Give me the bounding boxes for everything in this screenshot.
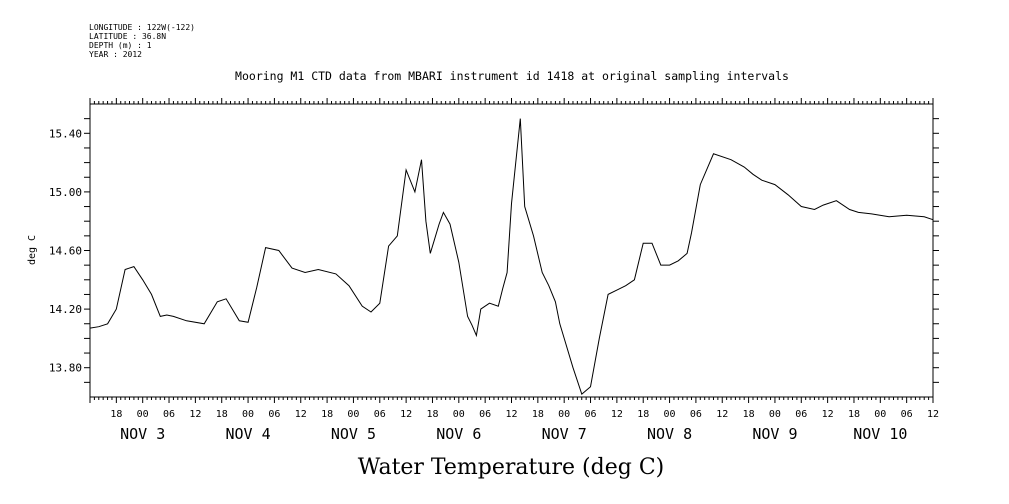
- hour-tick-label: 00: [242, 409, 254, 420]
- hour-tick-label: 18: [321, 409, 333, 420]
- hour-tick-label: 06: [690, 409, 702, 420]
- hour-tick-label: 18: [848, 409, 860, 420]
- plot-frame: [89, 103, 934, 398]
- hour-tick-label: 12: [611, 409, 623, 420]
- latitude-text: LATITUDE : 36.8N: [89, 32, 166, 41]
- axis-ticks: [84, 98, 939, 403]
- hour-tick-label: 12: [505, 409, 517, 420]
- day-tick-label: NOV 3: [120, 425, 165, 443]
- hour-tick-label: 06: [163, 409, 175, 420]
- y-tick-label: 14.20: [49, 303, 82, 316]
- day-tick-label: NOV 10: [853, 425, 907, 443]
- day-tick-label: NOV 4: [225, 425, 270, 443]
- year-text: YEAR : 2012: [89, 50, 142, 59]
- day-tick-label: NOV 9: [752, 425, 797, 443]
- day-tick-label: NOV 6: [436, 425, 481, 443]
- chart-title: Mooring M1 CTD data from MBARI instrumen…: [235, 69, 789, 83]
- axis-labels: 18 00 06 12 18 00 06 12 18 00 06 12 18 00 06 12 18 00 06 12…: [49, 127, 939, 443]
- hour-tick-label: 12: [927, 409, 939, 420]
- hour-tick-label: 06: [479, 409, 491, 420]
- hour-tick-label: 18: [743, 409, 755, 420]
- y-tick-label: 13.80: [49, 362, 82, 375]
- y-tick-label: 14.60: [49, 245, 82, 258]
- bottom-title: Water Temperature (deg C): [358, 455, 665, 480]
- y-tick-label: 15.40: [49, 127, 82, 140]
- hour-tick-label: 00: [347, 409, 359, 420]
- hour-tick-label: 00: [137, 409, 149, 420]
- hour-tick-label: 18: [216, 409, 228, 420]
- hour-tick-label: 12: [295, 409, 307, 420]
- hour-tick-label: 00: [664, 409, 676, 420]
- depth-text: DEPTH (m) : 1: [89, 41, 152, 50]
- hour-tick-label: 06: [901, 409, 913, 420]
- hour-tick-label: 00: [874, 409, 886, 420]
- hour-tick-label: 06: [795, 409, 807, 420]
- day-tick-label: NOV 8: [647, 425, 692, 443]
- hour-tick-label: 18: [532, 409, 544, 420]
- hour-tick-label: 00: [453, 409, 465, 420]
- hour-tick-label: 12: [400, 409, 412, 420]
- y-axis-label: deg C: [27, 235, 38, 265]
- day-tick-label: NOV 7: [542, 425, 587, 443]
- hour-tick-label: 00: [769, 409, 781, 420]
- hour-tick-label: 06: [585, 409, 597, 420]
- y-tick-label: 15.00: [49, 186, 82, 199]
- hour-tick-label: 18: [110, 409, 122, 420]
- hour-tick-label: 06: [268, 409, 280, 420]
- day-tick-label: NOV 5: [331, 425, 376, 443]
- water-temperature-line: [89, 118, 934, 395]
- hour-tick-label: 12: [822, 409, 834, 420]
- hour-tick-label: 00: [558, 409, 570, 420]
- hour-tick-label: 18: [426, 409, 438, 420]
- hour-tick-label: 06: [374, 409, 386, 420]
- hour-tick-label: 18: [637, 409, 649, 420]
- hour-tick-label: 12: [716, 409, 728, 420]
- longitude-text: LONGITUDE : 122W(-122): [89, 23, 195, 32]
- hour-tick-label: 12: [189, 409, 201, 420]
